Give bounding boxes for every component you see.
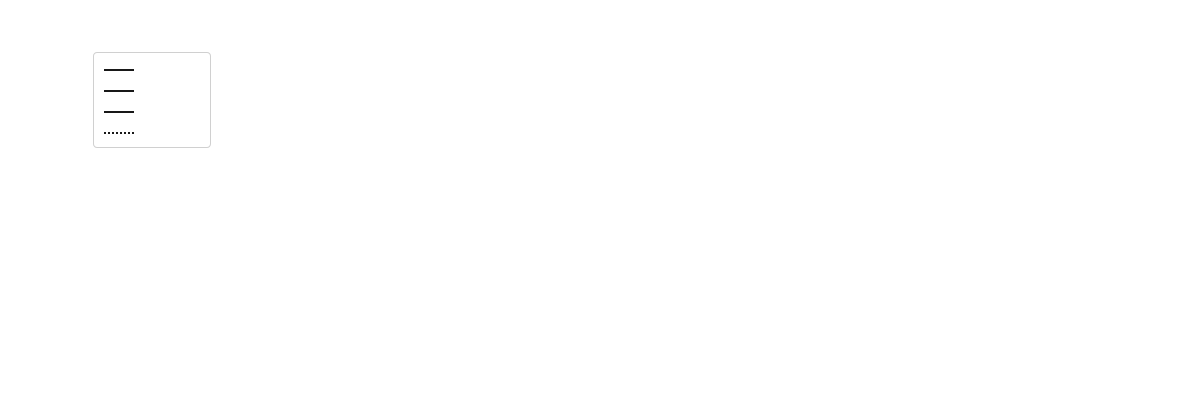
fire-line-swatch bbox=[104, 110, 134, 113]
legend-entry-fire bbox=[94, 101, 210, 122]
legend-entry-ember bbox=[94, 80, 210, 101]
legend-entry-threshold bbox=[94, 122, 210, 143]
legend bbox=[93, 52, 211, 148]
legend-entry-observed bbox=[94, 59, 210, 80]
observed-line-swatch bbox=[104, 68, 134, 71]
threshold-line-swatch bbox=[104, 131, 134, 134]
ember-line-swatch bbox=[104, 89, 134, 92]
